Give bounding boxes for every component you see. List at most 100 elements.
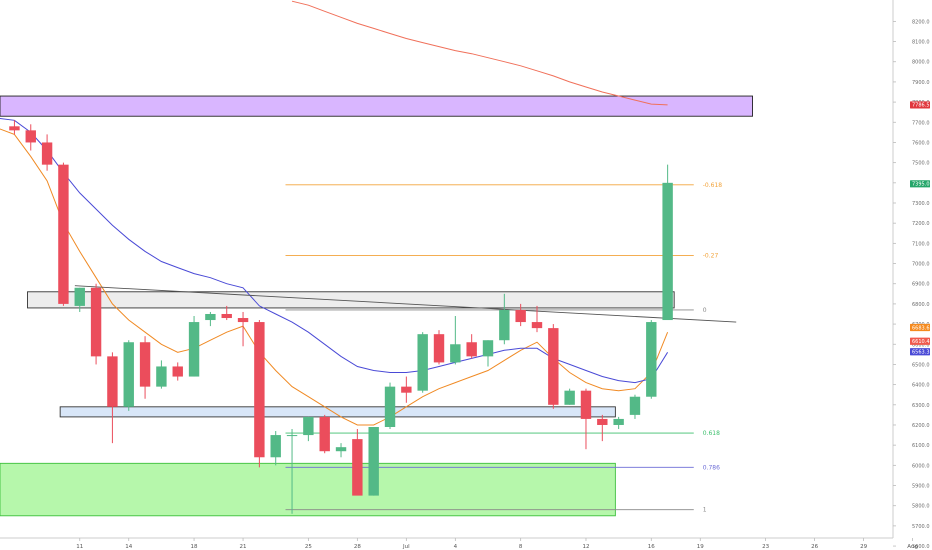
candle-body-16 xyxy=(270,435,281,458)
price-badge-2 xyxy=(910,323,930,332)
price-badge-label-1: 7395.0 xyxy=(912,182,930,188)
x-tick-label-0: 11 xyxy=(76,544,83,550)
fib-label-1: -0.27 xyxy=(703,252,719,259)
candles-layer xyxy=(9,120,673,514)
candle-body-40 xyxy=(662,182,673,321)
candle-body-0 xyxy=(9,126,20,131)
candle-body-32 xyxy=(531,322,543,329)
price-badge-label-3: 6610.4 xyxy=(912,339,930,345)
moving-average-line-2 xyxy=(291,0,668,106)
candle-body-17 xyxy=(286,435,298,437)
trendline-layer xyxy=(74,285,737,323)
x-tick-label-4: 25 xyxy=(305,544,312,550)
fib-label-4: 0.786 xyxy=(703,464,720,471)
y-tick-label-0: 8200.0 xyxy=(912,19,930,25)
price-badge-label-2: 6683.6 xyxy=(912,325,930,331)
y-tick-label-10: 7200.0 xyxy=(912,221,930,227)
candle-body-38 xyxy=(629,396,641,415)
candle-body-23 xyxy=(384,386,396,427)
zone-2 xyxy=(59,406,616,418)
candle-body-9 xyxy=(156,366,167,387)
x-tick-label-12: 23 xyxy=(762,544,769,550)
candle-body-11 xyxy=(188,322,200,377)
y-tick-label-19: 6300.0 xyxy=(912,403,930,409)
candle-body-36 xyxy=(597,418,608,425)
y-tick-label-25: 5700.0 xyxy=(912,524,930,530)
x-tick-label-15: Aug xyxy=(907,544,918,550)
y-tick-label-5: 7700.0 xyxy=(912,120,930,126)
candle-body-5 xyxy=(90,287,102,357)
y-tick-label-3: 7900.0 xyxy=(912,80,930,86)
x-tick-label-1: 14 xyxy=(125,544,132,550)
y-tick-label-13: 6900.0 xyxy=(912,282,930,288)
candle-body-21 xyxy=(352,439,363,496)
fib-label-3: 0.618 xyxy=(703,430,720,437)
candle-body-25 xyxy=(417,334,428,391)
moving-averages-layer xyxy=(0,0,669,426)
candle-body-31 xyxy=(515,309,526,323)
y-tick-label-14: 6800.0 xyxy=(912,302,930,308)
fib-layer: -0.618 -0.27 0 0.618 0.786 1 xyxy=(285,182,723,514)
y-tick-label-24: 5800.0 xyxy=(912,504,930,510)
price-badge-3 xyxy=(910,337,930,345)
candle-body-6 xyxy=(107,356,118,407)
x-tick-label-3: 21 xyxy=(240,544,247,550)
x-tick-label-13: 26 xyxy=(811,544,818,550)
y-tick-label-21: 6100.0 xyxy=(912,443,930,449)
price-badge-1 xyxy=(910,180,930,188)
zone-1 xyxy=(27,291,675,309)
x-tick-label-8: 8 xyxy=(519,544,523,550)
fib-label-2: 0 xyxy=(703,307,707,314)
candle-body-29 xyxy=(482,340,494,357)
y-tick-label-9: 7300.0 xyxy=(912,201,930,207)
candle-body-39 xyxy=(646,322,657,397)
candle-body-18 xyxy=(303,416,314,436)
price-badge-4 xyxy=(910,348,930,356)
candle-body-35 xyxy=(580,390,592,419)
candle-body-24 xyxy=(401,386,412,393)
candle-body-15 xyxy=(254,322,265,458)
candle-body-22 xyxy=(368,426,379,496)
x-tick-label-2: 18 xyxy=(191,544,198,550)
moving-average-line-0 xyxy=(0,128,669,426)
y-tick-label-16: 6600.0 xyxy=(912,342,930,348)
x-tick-label-9: 12 xyxy=(582,544,589,550)
y-tick-label-11: 7100.0 xyxy=(912,241,930,247)
candle-body-3 xyxy=(58,164,69,304)
candle-body-20 xyxy=(335,447,347,452)
zone-0 xyxy=(0,95,753,117)
candle-body-1 xyxy=(25,130,36,143)
y-tick-label-23: 5900.0 xyxy=(912,484,930,490)
candle-body-37 xyxy=(613,418,624,425)
candle-body-2 xyxy=(41,142,53,165)
zones-layer xyxy=(0,95,753,517)
x-tick-label-5: 28 xyxy=(354,544,361,550)
candle-body-26 xyxy=(433,334,445,363)
candle-body-34 xyxy=(564,390,575,405)
zone-3 xyxy=(0,462,616,517)
candle-body-28 xyxy=(466,342,477,357)
candle-body-27 xyxy=(450,344,461,363)
price-badge-label-4: 6563.3 xyxy=(912,350,930,356)
y-tick-label-22: 6000.0 xyxy=(912,463,930,469)
x-tick-label-11: 19 xyxy=(697,544,704,550)
candle-body-10 xyxy=(172,366,183,377)
price-badge-0 xyxy=(910,101,930,109)
x-tick-label-14: 29 xyxy=(860,544,867,550)
y-tick-label-12: 7000.0 xyxy=(912,262,930,268)
fib-label-0: -0.618 xyxy=(703,182,723,189)
y-tick-label-7: 7500.0 xyxy=(912,161,930,167)
price-badge-label-0: 7786.5 xyxy=(912,103,930,109)
y-tick-label-6: 7600.0 xyxy=(912,140,930,146)
candle-body-13 xyxy=(221,313,232,319)
y-tick-label-17: 6500.0 xyxy=(912,362,930,368)
fib-label-5: 1 xyxy=(703,507,707,514)
candle-body-14 xyxy=(237,318,249,323)
x-tick-label-10: 16 xyxy=(648,544,655,550)
x-tick-label-6: Jul xyxy=(402,544,410,550)
y-tick-label-2: 8000.0 xyxy=(912,60,930,66)
candle-body-7 xyxy=(123,342,134,407)
